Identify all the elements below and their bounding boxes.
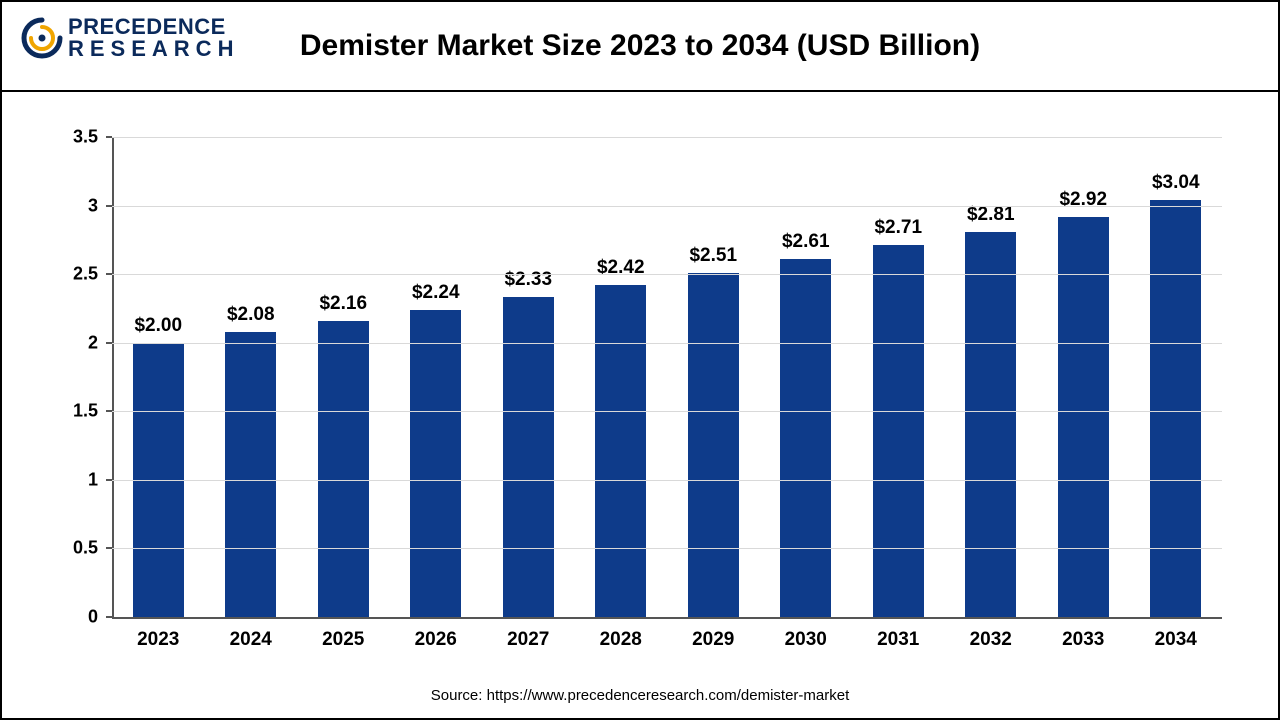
x-category-label: 2032 bbox=[970, 629, 1012, 651]
bar-value-label: $2.24 bbox=[412, 282, 460, 304]
bar-value-label: $2.16 bbox=[319, 293, 367, 315]
bar-value-label: $2.81 bbox=[967, 204, 1015, 226]
gridline bbox=[112, 206, 1222, 207]
y-tick-mark bbox=[106, 342, 112, 344]
bar-slot: $2.002023 bbox=[133, 137, 184, 617]
bar-slot: $2.812032 bbox=[965, 137, 1016, 617]
plot-area: $2.002023 $2.082024 $2.162025 $2.242026 $2.3… bbox=[112, 137, 1222, 617]
bar bbox=[503, 297, 554, 617]
bar-slot: $2.512029 bbox=[688, 137, 739, 617]
y-tick-label: 3.5 bbox=[48, 127, 98, 148]
x-category-label: 2026 bbox=[415, 629, 457, 651]
x-category-label: 2030 bbox=[785, 629, 827, 651]
x-category-label: 2033 bbox=[1062, 629, 1104, 651]
gridline bbox=[112, 137, 1222, 138]
gridline bbox=[112, 548, 1222, 549]
bar bbox=[780, 259, 831, 617]
bar-value-label: $2.51 bbox=[689, 245, 737, 267]
bar-value-label: $2.71 bbox=[874, 217, 922, 239]
gridline bbox=[112, 480, 1222, 481]
header-row: PRECEDENCE RESEARCH Demister Market Size… bbox=[2, 2, 1278, 92]
logo-text: PRECEDENCE RESEARCH bbox=[68, 16, 239, 60]
bar-value-label: $2.08 bbox=[227, 304, 275, 326]
y-tick-mark bbox=[106, 616, 112, 618]
bar-slot: $2.162025 bbox=[318, 137, 369, 617]
bar-value-label: $2.42 bbox=[597, 257, 645, 279]
y-tick-label: 0 bbox=[48, 607, 98, 628]
y-tick-label: 2 bbox=[48, 332, 98, 353]
x-category-label: 2031 bbox=[877, 629, 919, 651]
bar bbox=[873, 245, 924, 617]
bar-value-label: $2.33 bbox=[504, 269, 552, 291]
y-tick-mark bbox=[106, 205, 112, 207]
bar-slot: $2.612030 bbox=[780, 137, 831, 617]
x-axis-line bbox=[112, 617, 1222, 619]
y-tick-label: 0.5 bbox=[48, 538, 98, 559]
x-category-label: 2023 bbox=[137, 629, 179, 651]
x-category-label: 2028 bbox=[600, 629, 642, 651]
bar bbox=[688, 273, 739, 617]
x-category-label: 2029 bbox=[692, 629, 734, 651]
y-tick-mark bbox=[106, 479, 112, 481]
bar-slot: $2.422028 bbox=[595, 137, 646, 617]
logo-text-bottom: RESEARCH bbox=[68, 38, 239, 60]
x-category-label: 2024 bbox=[230, 629, 272, 651]
y-tick-label: 1.5 bbox=[48, 401, 98, 422]
gridline bbox=[112, 411, 1222, 412]
brand-logo: PRECEDENCE RESEARCH bbox=[20, 16, 239, 60]
bar bbox=[595, 285, 646, 617]
bar bbox=[410, 310, 461, 617]
gridline bbox=[112, 274, 1222, 275]
bar-slot: $3.042034 bbox=[1150, 137, 1201, 617]
logo-text-top: PRECEDENCE bbox=[68, 16, 239, 38]
y-tick-mark bbox=[106, 547, 112, 549]
x-category-label: 2027 bbox=[507, 629, 549, 651]
bar-value-label: $2.92 bbox=[1059, 189, 1107, 211]
bar-slot: $2.082024 bbox=[225, 137, 276, 617]
bar bbox=[225, 332, 276, 617]
y-tick-mark bbox=[106, 410, 112, 412]
bar-slot: $2.242026 bbox=[410, 137, 461, 617]
bar bbox=[1150, 200, 1201, 617]
bar-value-label: $2.61 bbox=[782, 231, 830, 253]
source-caption: Source: https://www.precedenceresearch.c… bbox=[2, 687, 1278, 704]
chart-container: PRECEDENCE RESEARCH Demister Market Size… bbox=[0, 0, 1280, 720]
bar-value-label: $2.00 bbox=[134, 315, 182, 337]
bars-group: $2.002023 $2.082024 $2.162025 $2.242026 $2.3… bbox=[112, 137, 1222, 617]
bar bbox=[1058, 217, 1109, 617]
gridline bbox=[112, 343, 1222, 344]
y-tick-mark bbox=[106, 273, 112, 275]
y-tick-label: 2.5 bbox=[48, 264, 98, 285]
bar-slot: $2.712031 bbox=[873, 137, 924, 617]
x-category-label: 2025 bbox=[322, 629, 364, 651]
y-tick-label: 1 bbox=[48, 469, 98, 490]
bar-value-label: $3.04 bbox=[1152, 172, 1200, 194]
x-category-label: 2034 bbox=[1155, 629, 1197, 651]
y-tick-mark bbox=[106, 136, 112, 138]
bar-slot: $2.332027 bbox=[503, 137, 554, 617]
y-tick-label: 3 bbox=[48, 195, 98, 216]
bar bbox=[318, 321, 369, 617]
bar bbox=[965, 232, 1016, 617]
bar-slot: $2.922033 bbox=[1058, 137, 1109, 617]
logo-swirl-icon bbox=[20, 16, 64, 60]
